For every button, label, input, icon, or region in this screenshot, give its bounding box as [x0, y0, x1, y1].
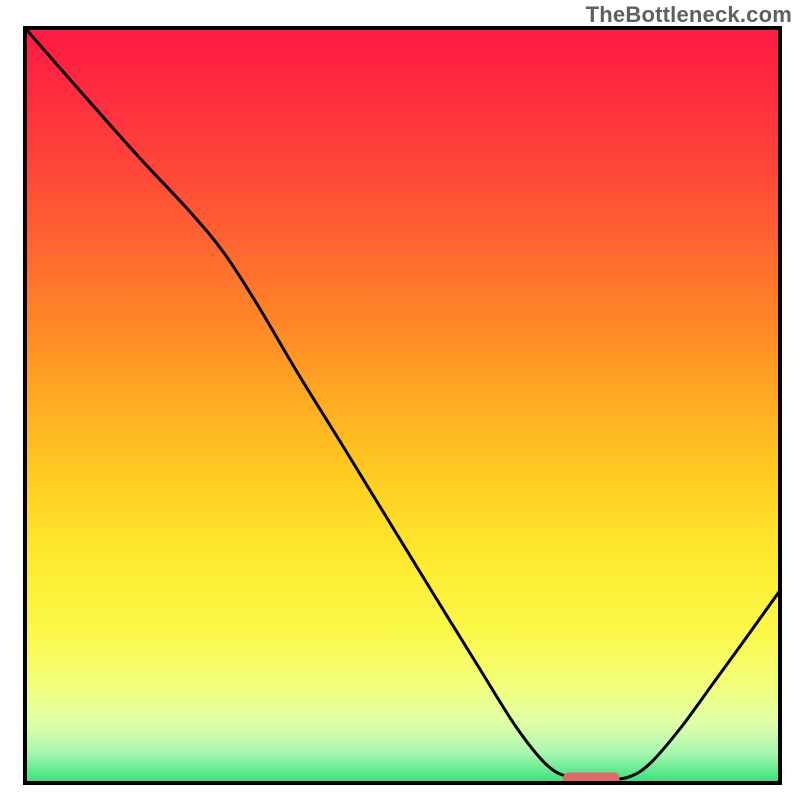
chart-svg: [0, 0, 800, 800]
bottleneck-chart: [0, 0, 800, 800]
chart-background: [25, 28, 780, 783]
watermark-text: TheBottleneck.com: [586, 2, 792, 28]
